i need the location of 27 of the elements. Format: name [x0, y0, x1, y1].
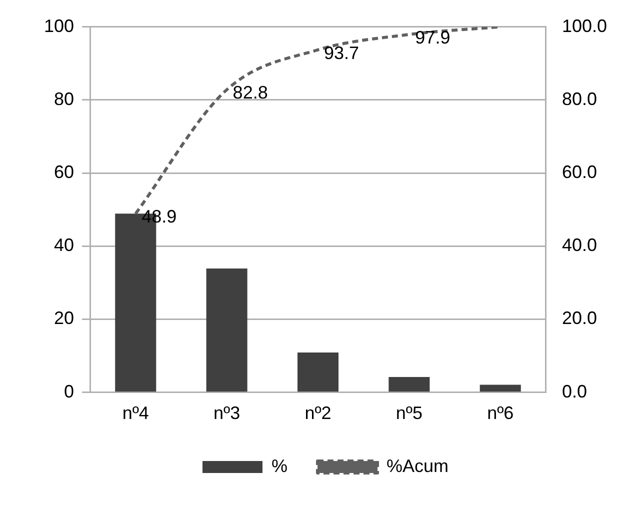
y-tick-label: 100: [44, 16, 74, 36]
data-label: 82.8: [232, 82, 268, 103]
bar: [206, 268, 248, 392]
x-tick-label: nº2: [304, 403, 332, 424]
bar: [480, 384, 521, 392]
y2-tick-label: 0.0: [562, 381, 587, 402]
y2-tick-label: 80.0: [562, 88, 598, 109]
legend-label: %: [271, 456, 288, 476]
x-tick-label: nº5: [396, 403, 422, 424]
y2-tick-label: 20.0: [562, 308, 598, 328]
x-tick-label: nº6: [487, 403, 514, 424]
y-tick-label: 20: [54, 308, 74, 328]
bar: [297, 352, 339, 392]
y-tick-label: 80: [54, 88, 74, 109]
x-tick-label: nº3: [214, 403, 240, 424]
y-tick-label: 40: [54, 235, 74, 256]
y-tick-label: 60: [54, 162, 74, 182]
bar: [388, 377, 430, 392]
y2-tick-label: 60.0: [562, 162, 598, 182]
data-label: 48.9: [142, 206, 177, 227]
legend-label: %Acum: [386, 456, 449, 476]
data-label: 97.9: [415, 27, 450, 48]
y-tick-label: 0: [64, 381, 74, 402]
data-label: 93.7: [324, 42, 360, 63]
x-tick-label: nº4: [122, 403, 149, 424]
y2-tick-label: 40.0: [562, 235, 598, 256]
y2-tick-label: 100.0: [562, 16, 608, 36]
